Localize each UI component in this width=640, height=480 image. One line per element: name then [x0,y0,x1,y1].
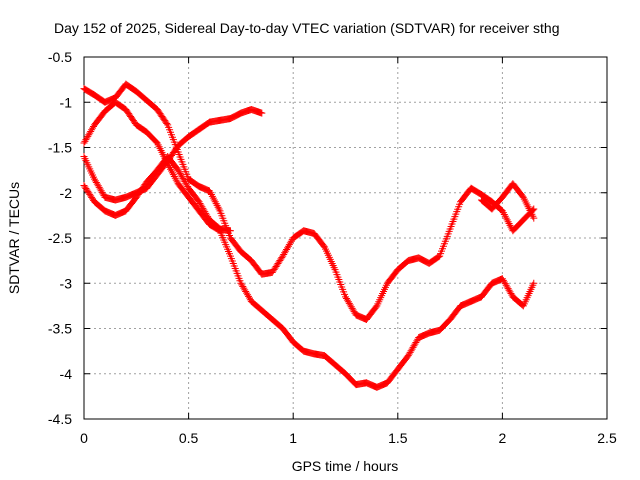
y-tick-label: -4 [60,366,73,382]
grid [84,57,607,419]
y-axis-title: SDTVAR / TECUs [6,182,22,294]
x-axis-title: GPS time / hours [292,458,399,474]
x-tick-label: 0 [80,430,88,446]
x-tick-labels: 0 0.5 1 1.5 2 2.5 [80,430,617,446]
x-tick-label: 2.5 [597,430,617,446]
y-tick-label: -3 [60,275,73,291]
chart-title: Day 152 of 2025, Sidereal Day-to-day VTE… [54,20,560,36]
x-tick-label: 2 [499,430,507,446]
y-tick-label: -1 [60,94,73,110]
x-tick-label: 0.5 [179,430,199,446]
y-tick-label: -2.5 [48,230,72,246]
data-points [81,81,538,391]
y-tick-labels: -0.5 -1 -1.5 -2 -2.5 -3 -3.5 -4 -4.5 [48,49,72,427]
y-tick-label: -3.5 [48,321,72,337]
x-tick-label: 1.5 [388,430,408,446]
y-tick-label: -1.5 [48,140,72,156]
y-tick-label: -4.5 [48,411,72,427]
y-tick-label: -0.5 [48,49,72,65]
y-tick-label: -2 [60,185,73,201]
x-tick-label: 1 [289,430,297,446]
